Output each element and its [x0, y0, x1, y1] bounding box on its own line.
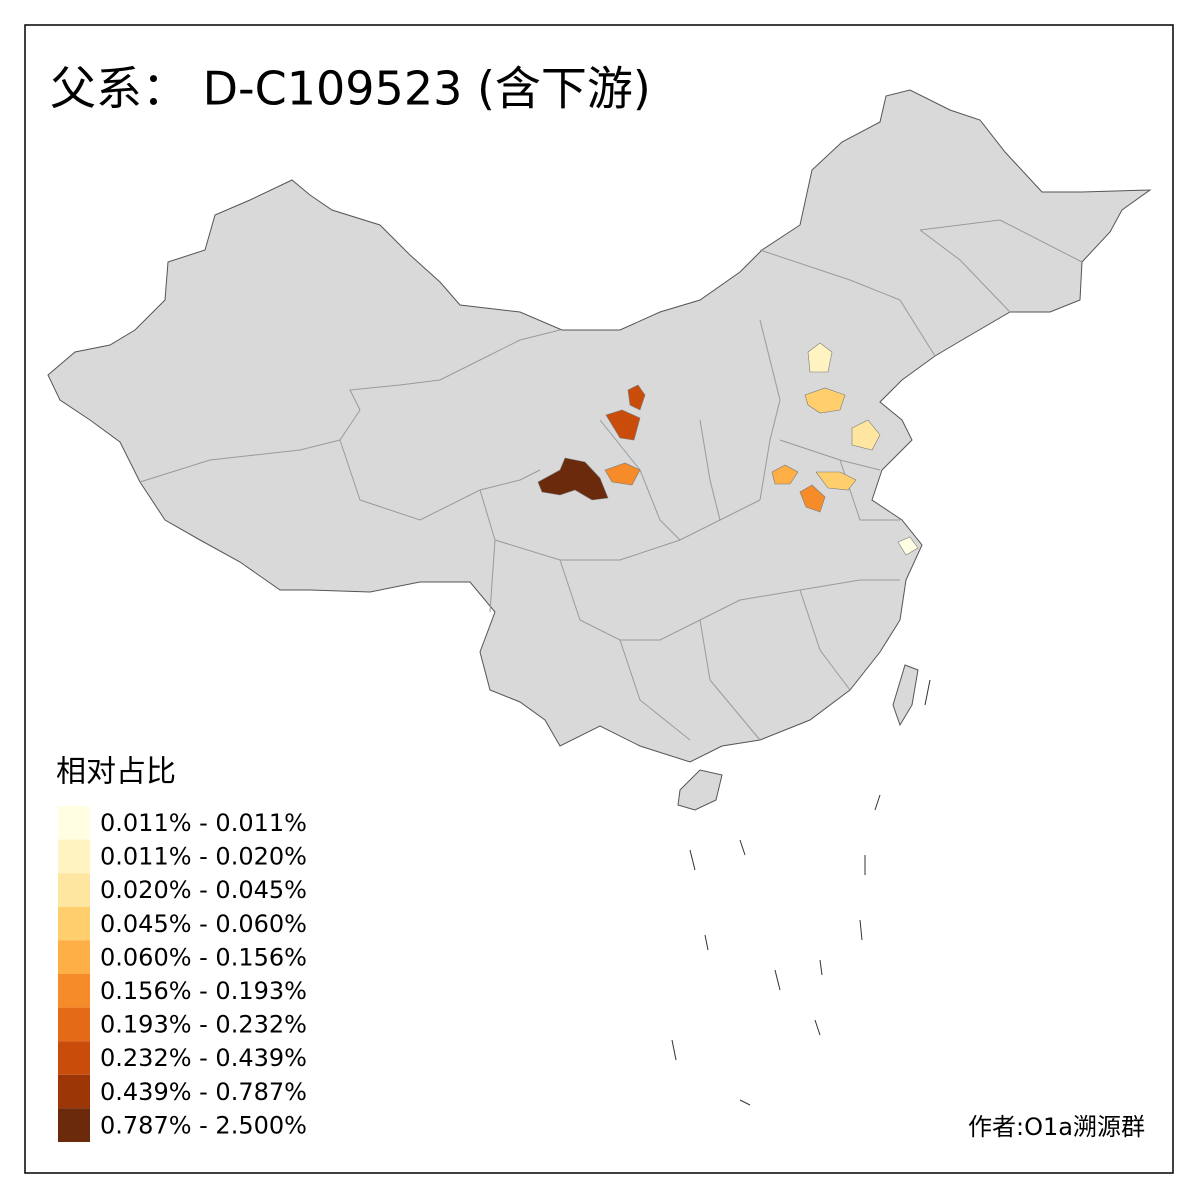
- hainan: [677, 769, 723, 811]
- province-borders: [139, 219, 1083, 741]
- legend-swatch: [58, 1108, 90, 1142]
- legend-label: 0.060% - 0.156%: [100, 943, 307, 971]
- region: [804, 387, 846, 414]
- region: [537, 457, 609, 501]
- credit: 作者:O1a溯源群: [968, 1113, 1145, 1141]
- region: [851, 419, 881, 451]
- taiwan: [892, 664, 919, 727]
- region: [627, 384, 646, 411]
- legend-label: 0.787% - 2.500%: [100, 1111, 307, 1139]
- legend-title: 相对占比: [56, 755, 176, 790]
- legend-label: 0.045% - 0.060%: [100, 910, 307, 938]
- country-outline: [47, 89, 1152, 763]
- map-title: 父系： D-C109523 (含下游): [50, 62, 651, 116]
- legend-label: 0.011% - 0.011%: [100, 809, 307, 837]
- legend-swatch: [58, 1007, 90, 1042]
- legend-label: 0.193% - 0.232%: [100, 1011, 307, 1039]
- legend-swatch: [58, 906, 90, 941]
- legend-label: 0.020% - 0.045%: [100, 876, 307, 904]
- legend: 0.011% - 0.011% 0.011% - 0.020% 0.020% - 0…: [58, 806, 307, 1142]
- legend-label: 0.232% - 0.439%: [100, 1044, 307, 1072]
- legend-swatch: [58, 806, 90, 840]
- region: [799, 484, 826, 513]
- legend-swatch: [58, 940, 90, 974]
- legend-label: 0.011% - 0.020%: [100, 843, 307, 871]
- region: [807, 342, 833, 373]
- region: [815, 471, 857, 491]
- legend-swatch: [58, 1041, 90, 1075]
- region: [897, 536, 919, 556]
- region: [604, 462, 641, 486]
- legend-swatch: [58, 1074, 90, 1109]
- legend-swatch: [58, 974, 90, 1008]
- islands: [671, 679, 931, 1106]
- legend-label: 0.439% - 0.787%: [100, 1078, 307, 1106]
- legend-label: 0.156% - 0.193%: [100, 977, 307, 1005]
- legend-swatch: [58, 839, 90, 874]
- region: [605, 409, 641, 441]
- region: [771, 464, 799, 485]
- highlighted-regions: [537, 342, 919, 556]
- legend-swatch: [58, 873, 90, 907]
